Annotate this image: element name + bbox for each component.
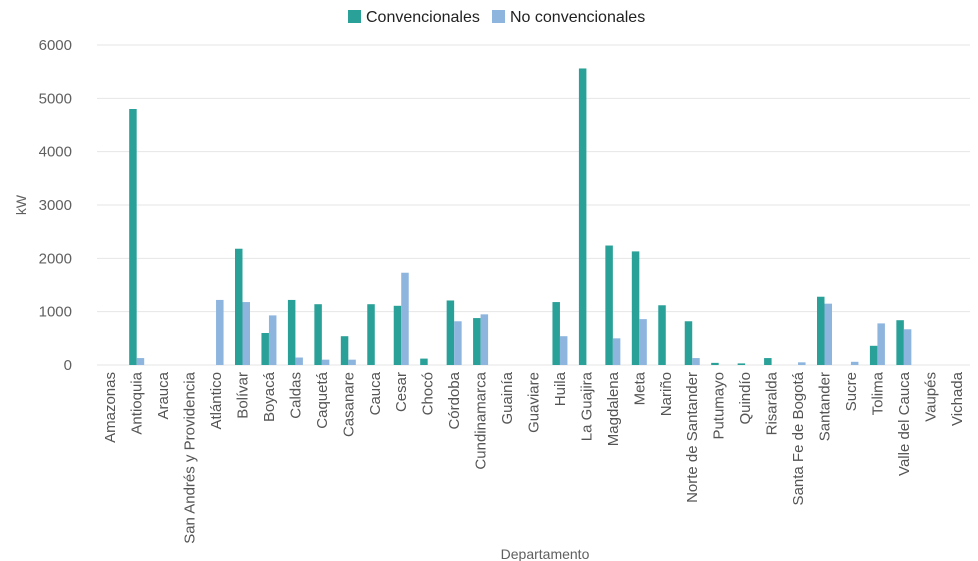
x-tick-label-guaviare: Guaviare	[526, 372, 543, 433]
x-tick-label-tolima: Tolima	[869, 371, 886, 415]
legend-label-no-convencionales: No convencionales	[510, 9, 645, 26]
x-tick-label-putumayo: Putumayo	[711, 372, 728, 440]
bar-no-convencionales-bolivar	[242, 302, 250, 365]
bar-no-convencionales-caldas	[295, 357, 303, 365]
bar-no-convencionales-meta	[639, 319, 647, 365]
bar-no-convencionales-santa-fe-de-bogota	[798, 362, 806, 365]
bar-no-convencionales-cundinamarca	[480, 314, 489, 365]
x-tick-label-caldas: Caldas	[287, 372, 304, 419]
x-tick-label-atlantico: Atlántico	[208, 372, 225, 430]
bar-convencionales-norte-de-santander	[684, 321, 693, 365]
x-axis-title: Departamento	[501, 546, 590, 561]
legend-swatch-no-convencionales	[492, 10, 505, 23]
x-tick-label-caqueta: Caquetá	[314, 371, 331, 428]
x-tick-label-sucre: Sucre	[843, 372, 860, 411]
bar-convencionales-cauca	[367, 304, 375, 365]
bar-convencionales-la-guajira	[578, 68, 587, 365]
x-tick-label-huila: Huila	[552, 371, 569, 406]
bar-no-convencionales-atlantico	[216, 299, 224, 365]
x-tick-label-cundinamarca: Cundinamarca	[473, 371, 490, 469]
x-tick-label-amazonas: Amazonas	[102, 372, 119, 443]
x-tick-label-casanare: Casanare	[340, 372, 357, 437]
bar-convencionales-casanare	[340, 336, 349, 365]
legend: Convencionales No convencionales	[348, 9, 645, 26]
bar-convencionales-narino	[658, 305, 666, 365]
bars	[129, 68, 912, 365]
bar-convencionales-choco	[420, 358, 428, 365]
bar-convencionales-putumayo	[711, 362, 719, 365]
x-tick-label-valle-del-cauca: Valle del Cauca	[896, 371, 913, 476]
x-tick-label-narino: Nariño	[658, 372, 675, 416]
y-tick-label-3000: 3000	[39, 197, 72, 214]
x-tick-label-guainia: Guainía	[499, 371, 516, 424]
x-tick-label-antioquia: Antioquia	[129, 371, 146, 434]
bar-no-convencionales-norte-de-santander	[692, 358, 700, 365]
legend-swatch-convencionales	[348, 10, 361, 23]
bar-convencionales-cordoba	[446, 300, 455, 365]
bar-convencionales-magdalena	[605, 245, 613, 365]
bar-convencionales-santander	[817, 296, 825, 365]
x-tick-label-santander: Santander	[817, 372, 834, 441]
bar-no-convencionales-casanare	[348, 359, 356, 365]
bar-no-convencionales-cesar	[401, 272, 409, 365]
x-tick-label-cauca: Cauca	[367, 371, 384, 415]
legend-label-convencionales: Convencionales	[366, 9, 480, 26]
x-tick-label-risaralda: Risaralda	[764, 371, 781, 435]
bar-convencionales-caldas	[287, 299, 296, 365]
bar-no-convencionales-antioquia	[136, 358, 145, 365]
x-tick-label-boyaca: Boyacá	[261, 371, 278, 422]
y-tick-label-2000: 2000	[39, 250, 72, 267]
bar-convencionales-cesar	[393, 305, 402, 365]
x-tick-label-la-guajira: La Guajira	[578, 371, 595, 441]
bar-convencionales-bolivar	[235, 248, 243, 365]
bar-convencionales-valle-del-cauca	[896, 320, 904, 365]
y-axis-ticks: 0 1000 2000 3000 4000 5000 6000	[39, 37, 72, 374]
bar-convencionales-antioquia	[129, 109, 137, 365]
bar-convencionales-cundinamarca	[473, 318, 481, 365]
x-tick-label-choco: Chocó	[420, 372, 437, 415]
bar-convencionales-caqueta	[314, 304, 322, 365]
gridlines	[97, 44, 970, 366]
bar-no-convencionales-cordoba	[454, 321, 462, 365]
bar-no-convencionales-caqueta	[321, 359, 330, 365]
bar-no-convencionales-valle-del-cauca	[903, 329, 912, 365]
x-tick-label-cesar: Cesar	[393, 372, 410, 412]
x-tick-label-arauca: Arauca	[155, 371, 172, 419]
y-tick-label-6000: 6000	[39, 37, 72, 54]
x-tick-label-cordoba: Córdoba	[446, 371, 463, 429]
bar-convencionales-meta	[631, 251, 640, 365]
y-tick-label-4000: 4000	[39, 144, 72, 161]
bar-convencionales-quindio	[737, 363, 746, 365]
x-tick-label-santa-fe-de-bogota: Santa Fe de Bogotá	[790, 371, 807, 505]
x-tick-label-san-andres-y-providencia: San Andrés y Providencia	[182, 371, 199, 543]
bar-no-convencionales-sucre	[850, 361, 859, 365]
bar-no-convencionales-santander	[824, 303, 832, 365]
x-axis-ticks: Amazonas Antioquia Arauca San Andrés y Prov…	[102, 371, 966, 543]
x-tick-label-vichada: Vichada	[949, 371, 966, 426]
bar-no-convencionales-huila	[559, 336, 568, 365]
x-tick-label-norte-de-santander: Norte de Santander	[684, 372, 701, 503]
y-tick-label-1000: 1000	[39, 304, 72, 321]
x-tick-label-quindio: Quindío	[737, 372, 754, 425]
bar-no-convencionales-magdalena	[612, 338, 621, 365]
x-tick-label-bolivar: Bolívar	[235, 372, 252, 419]
bar-no-convencionales-tolima	[877, 323, 885, 365]
bar-convencionales-huila	[552, 302, 560, 365]
bar-convencionales-risaralda	[764, 358, 772, 365]
x-tick-label-magdalena: Magdalena	[605, 371, 622, 446]
bar-convencionales-tolima	[869, 345, 878, 365]
y-axis-title: kW	[13, 194, 29, 215]
y-tick-label-5000: 5000	[39, 90, 72, 107]
x-tick-label-vaupes: Vaupés	[922, 372, 939, 422]
x-tick-label-meta: Meta	[631, 371, 648, 405]
bar-no-convencionales-boyaca	[268, 315, 277, 365]
bar-convencionales-boyaca	[261, 333, 269, 365]
y-tick-label-0: 0	[64, 357, 72, 374]
